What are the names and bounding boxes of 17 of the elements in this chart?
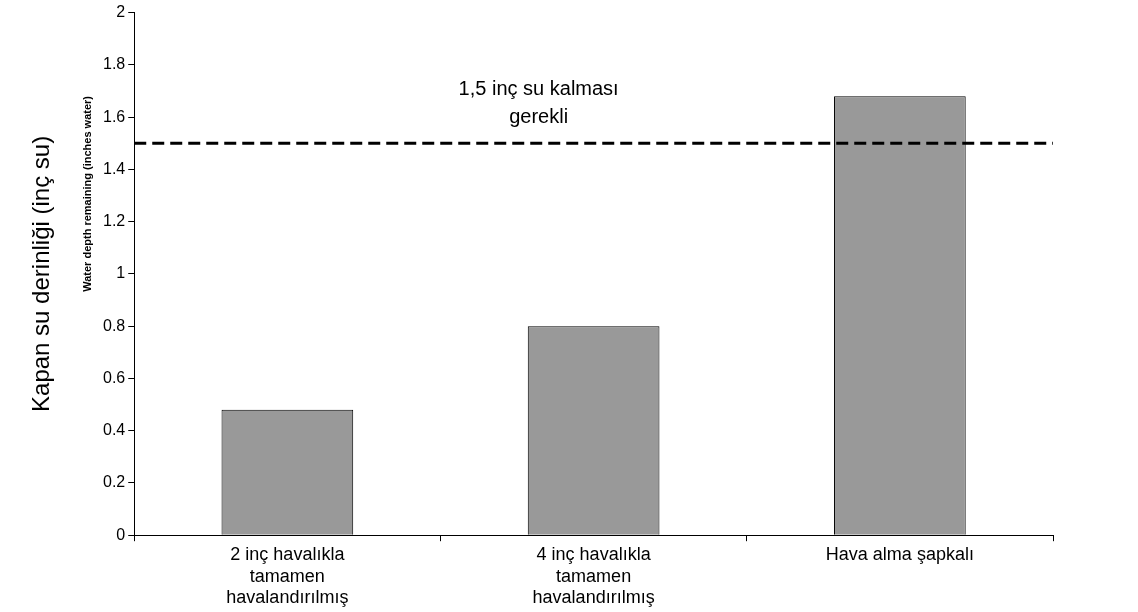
- y-tick-label: 0: [116, 525, 126, 543]
- x-tick-label: 2 inç havalıkla tamamen havalandırılmış: [226, 543, 349, 608]
- text: Water depth remaining (inches water): [81, 95, 94, 292]
- y-tick-label: 0.8: [102, 316, 126, 334]
- y-tick-label: 2: [116, 3, 126, 21]
- y-tick-label: 1.8: [102, 55, 126, 73]
- y-tick-label: 1: [116, 264, 126, 282]
- y-tick-label: 0.6: [102, 368, 126, 386]
- y-tick-label: 1.4: [102, 159, 126, 177]
- y-tick-label: 0.2: [102, 473, 126, 491]
- ref-line-label: 1,5 inç su kalması gerekli: [458, 77, 619, 128]
- x-tick-label: 4 inç havalıkla tamamen havalandırılmış: [532, 543, 655, 608]
- y-axis-title: Kapan su derinliği (inç su): [26, 135, 54, 412]
- y-tick-label: 0.4: [102, 421, 126, 439]
- y-tick-label: 1.2: [102, 212, 126, 230]
- x-tick-label: Hava alma şapkalı: [825, 543, 974, 564]
- y-tick-label: 1.6: [102, 107, 126, 125]
